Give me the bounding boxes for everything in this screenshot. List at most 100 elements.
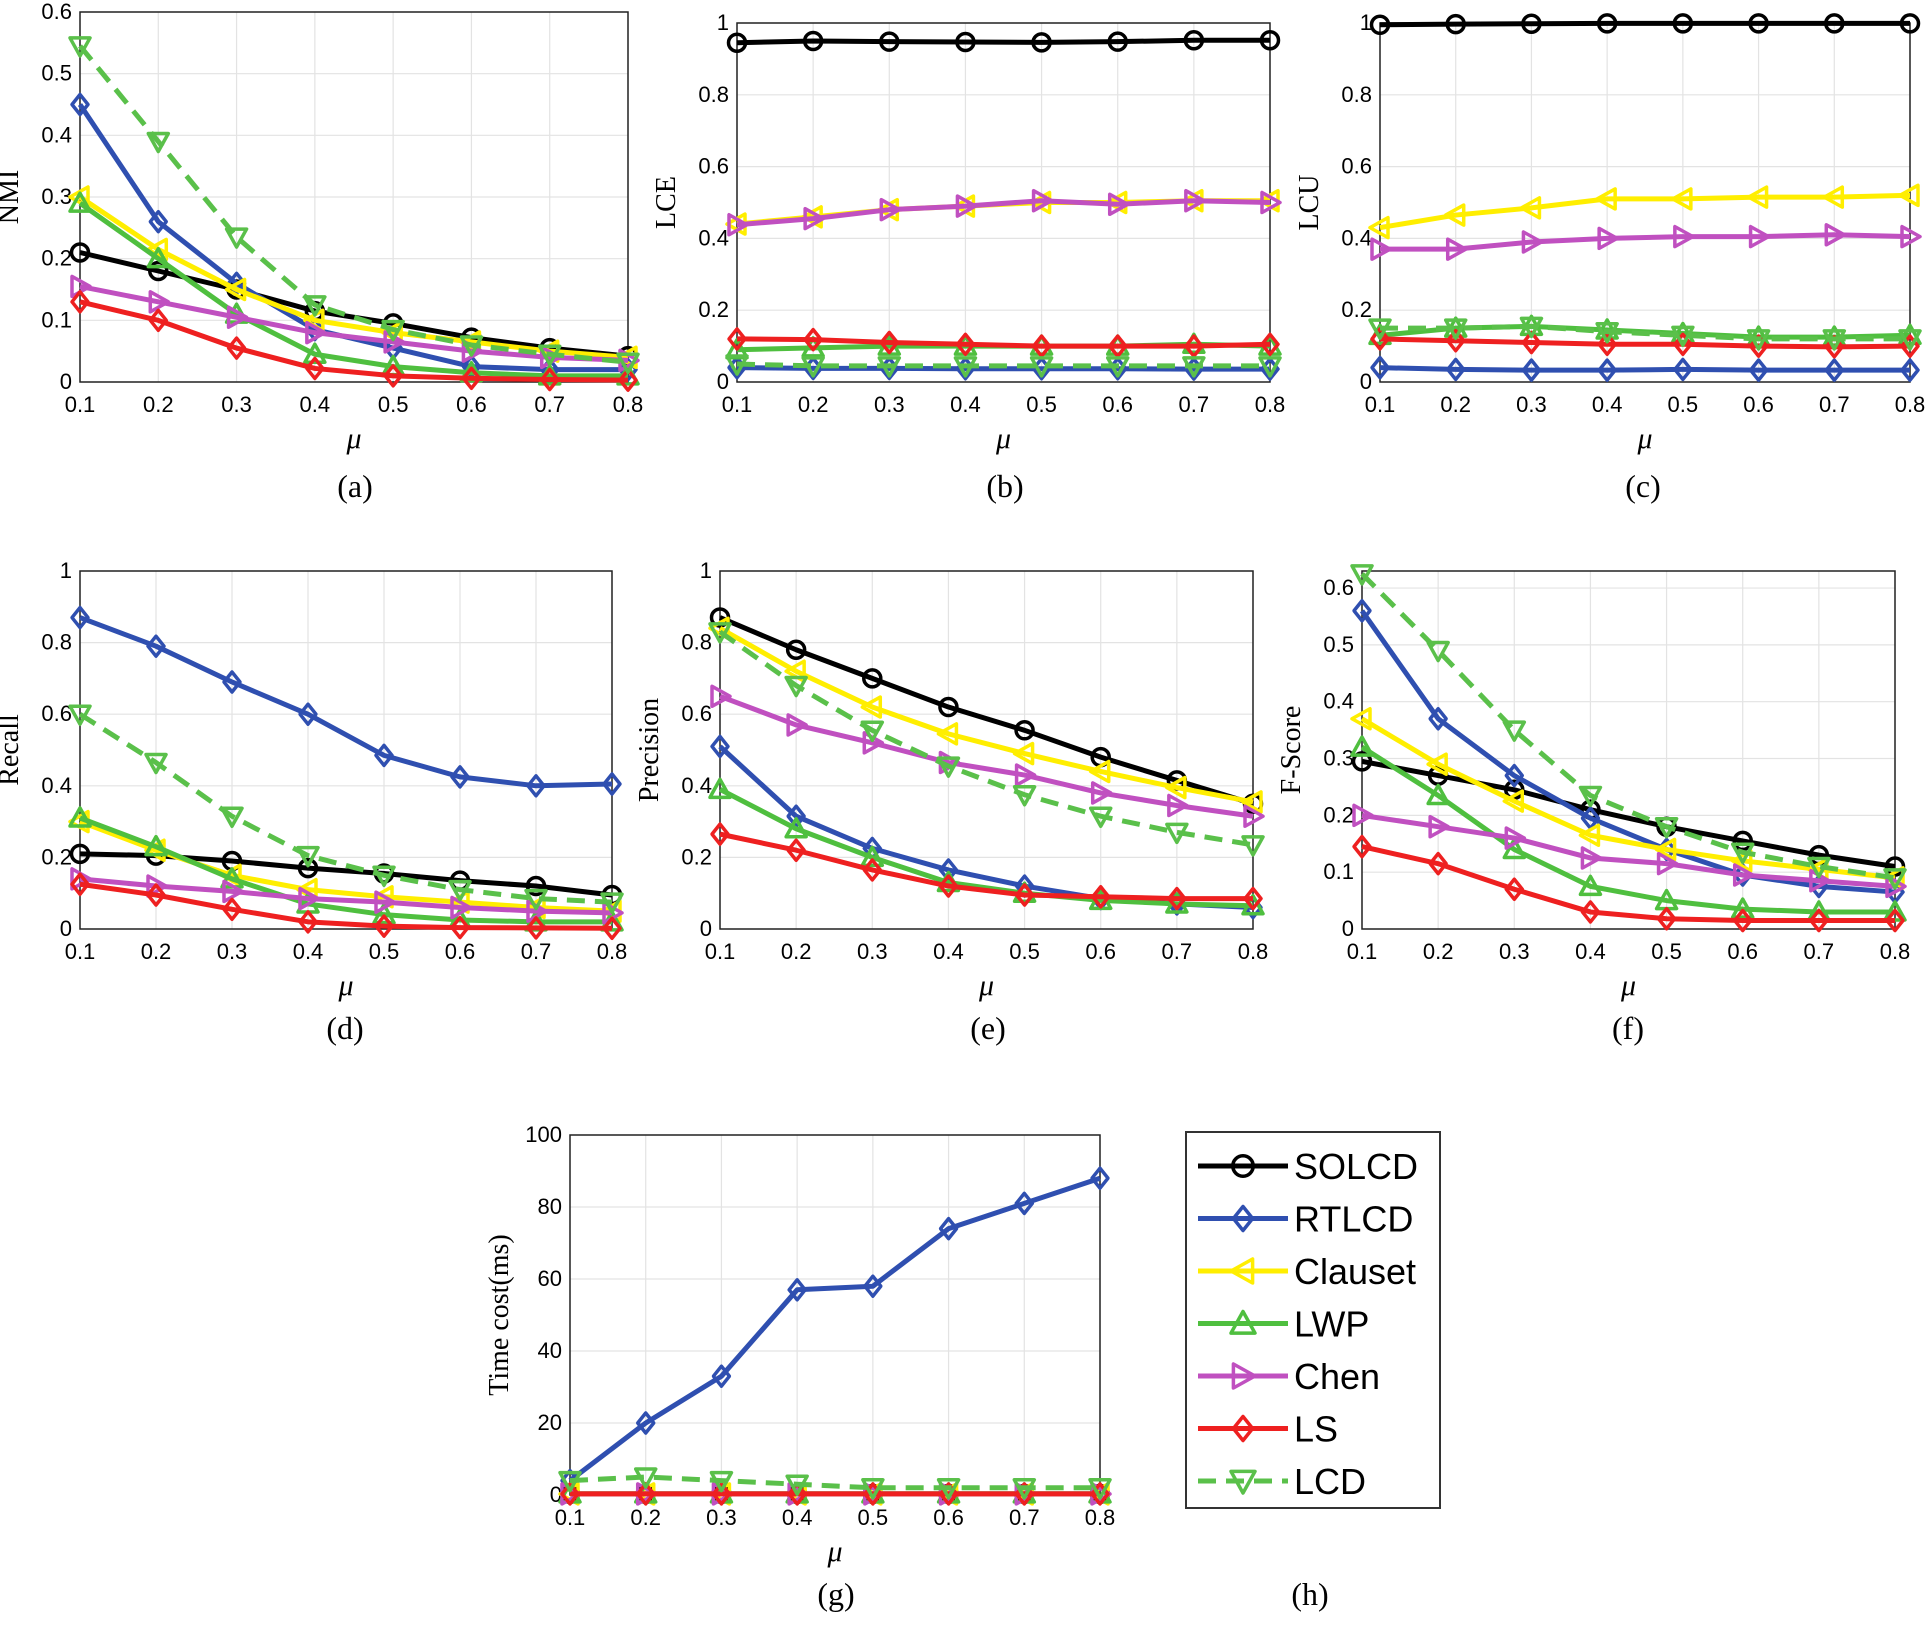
data-point: [879, 330, 900, 355]
x-tick-label: 0.2: [781, 939, 812, 964]
x-tick-label: 0.7: [1804, 939, 1835, 964]
x-tick-label: 0.1: [65, 939, 96, 964]
data-point: [936, 1478, 961, 1500]
series-line: [79, 615, 613, 789]
data-point: [459, 335, 484, 357]
data-point: [1899, 13, 1921, 34]
data-point: [298, 910, 318, 934]
series-line: [568, 1175, 1101, 1483]
y-tick-label: 0.4: [41, 773, 72, 798]
series-line: [718, 787, 1254, 909]
data-point: [1898, 183, 1920, 208]
series-line: [1360, 572, 1896, 881]
y-tick-label: 40: [538, 1338, 562, 1363]
data-point: [1809, 908, 1829, 933]
data-point: [1502, 789, 1525, 813]
data-point: [1521, 330, 1542, 355]
series-line: [78, 201, 628, 379]
x-axis-label: μ: [1636, 422, 1652, 455]
data-point: [727, 327, 747, 351]
data-point: [383, 364, 403, 388]
data-point: [1014, 883, 1035, 907]
data-point: [710, 822, 730, 846]
data-point: [1900, 224, 1922, 249]
data-point: [146, 883, 166, 907]
data-point: [448, 879, 472, 902]
x-tick-label: 0.1: [705, 939, 736, 964]
data-point: [1502, 720, 1527, 742]
x-tick-label: 0.5: [858, 1505, 889, 1530]
series-line: [736, 336, 1271, 349]
x-tick-label: 0.8: [597, 939, 628, 964]
data-point: [68, 191, 92, 213]
data-point: [461, 366, 482, 391]
data-point: [1883, 868, 1907, 890]
data-point: [1443, 203, 1466, 227]
data-point: [1259, 29, 1281, 51]
data-point: [1426, 752, 1448, 776]
data-point: [1730, 842, 1755, 865]
series-lcd: [68, 36, 640, 375]
series-ls: [710, 822, 1263, 911]
data-point: [372, 865, 396, 888]
data-point: [1105, 356, 1130, 378]
data-point: [374, 914, 394, 938]
series-rtlcd: [560, 1166, 1110, 1493]
x-axis-label: μ: [995, 422, 1011, 455]
data-point: [1350, 564, 1374, 586]
data-point: [1352, 803, 1374, 828]
data-point: [146, 237, 169, 262]
series-line: [718, 626, 1254, 805]
data-point: [1350, 706, 1372, 731]
x-tick-label: 0.6: [1727, 939, 1758, 964]
data-point: [1350, 735, 1374, 757]
series-line: [736, 365, 1270, 372]
data-point: [616, 352, 640, 375]
data-point: [1182, 356, 1206, 378]
data-point: [148, 260, 169, 282]
data-point: [537, 344, 562, 366]
series-line: [719, 615, 1254, 807]
subplot-caption: (c): [1625, 468, 1661, 504]
x-tick-label: 0.6: [1743, 392, 1774, 417]
data-point: [148, 209, 169, 234]
data-point: [860, 720, 885, 743]
data-point: [524, 888, 548, 911]
legend: SOLCD RTLCD Clauset LWP Chen LS LCD: [1185, 1131, 1441, 1509]
data-point: [1014, 720, 1035, 741]
y-tick-label: 0.3: [41, 184, 72, 209]
series-line: [1361, 758, 1896, 869]
data-point: [1426, 783, 1450, 806]
y-axis-label: LCU: [1294, 175, 1325, 231]
y-axis-label: NMI: [0, 170, 25, 224]
data-point: [1241, 790, 1263, 814]
data-point: [633, 1467, 658, 1489]
y-tick-label: 0.8: [1341, 82, 1372, 107]
x-tick-label: 0.1: [65, 392, 96, 417]
series-line: [719, 831, 1253, 902]
x-tick-label: 0.4: [933, 939, 964, 964]
y-tick-label: 0.6: [698, 154, 729, 179]
data-point: [70, 290, 90, 314]
x-tick-label: 0.2: [1440, 392, 1471, 417]
legend-marker: [1231, 1414, 1255, 1443]
data-point: [1672, 13, 1694, 34]
series-clauset: [1368, 183, 1920, 240]
x-tick-label: 0.7: [521, 939, 552, 964]
series-lcd: [725, 354, 1282, 378]
data-point: [1031, 32, 1052, 53]
series-line: [1360, 745, 1895, 915]
legend-label: RTLCD: [1294, 1199, 1413, 1240]
data-point: [144, 834, 168, 857]
data-point: [711, 1482, 732, 1506]
data-point: [224, 277, 247, 302]
data-point: [144, 752, 168, 775]
data-point: [1088, 806, 1113, 828]
legend-entry-rtlcd: RTLCD: [1198, 1199, 1413, 1240]
y-tick-label: 0.2: [41, 246, 72, 271]
data-point: [1885, 874, 1907, 899]
data-point: [1597, 226, 1619, 251]
x-tick-label: 0.8: [1085, 1505, 1116, 1530]
legend-entry-solcd: SOLCD: [1198, 1146, 1418, 1187]
series-line: [79, 299, 629, 383]
